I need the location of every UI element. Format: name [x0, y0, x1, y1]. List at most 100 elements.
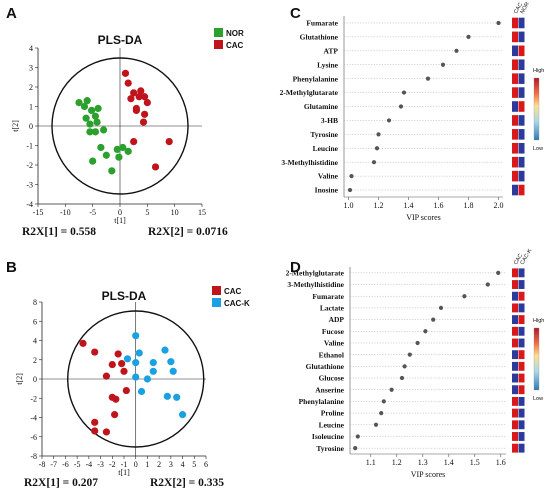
vip-point	[373, 422, 379, 427]
data-point-nor	[86, 128, 94, 136]
heatmap-cell	[518, 396, 525, 406]
heatmap-cell	[518, 361, 525, 371]
heatmap-cell	[512, 73, 518, 84]
metabolite-label: Isoleucine	[312, 432, 345, 441]
vip-point	[407, 352, 412, 357]
heatmap-cell	[518, 142, 525, 154]
data-point-cac	[135, 93, 143, 101]
heatmap-header: CAC	[513, 253, 524, 266]
data-point-nor	[82, 114, 90, 122]
vip-point	[415, 340, 420, 346]
heatmap-cell	[512, 17, 518, 29]
heatmap-cell	[512, 303, 518, 313]
metabolite-label: ADP	[329, 315, 345, 324]
x-tick-label: 1.4	[404, 201, 414, 210]
heatmap-cell	[512, 268, 518, 278]
heatmap-cell	[512, 408, 518, 418]
data-point-nor	[80, 102, 89, 111]
metabolite-label: Glutathione	[300, 32, 339, 41]
data-point-cac	[137, 87, 145, 95]
x-tick-label: 1.1	[366, 458, 376, 467]
y-axis-label: t[2]	[11, 120, 20, 132]
x-tick-label: 1.6	[496, 458, 506, 467]
data-point-cac-k	[137, 387, 146, 396]
heatmap-cell	[518, 443, 525, 453]
vip-point	[431, 317, 436, 322]
metabolite-label: 3-HB	[321, 116, 338, 125]
legend-swatch-cac	[214, 40, 223, 49]
heatmap-cell	[512, 87, 518, 98]
data-point-nor	[87, 106, 96, 114]
panel-d-scale-high: High	[533, 318, 544, 324]
x-tick-label: 3	[169, 460, 173, 469]
data-point-cac-k	[132, 373, 140, 381]
data-point-nor	[124, 147, 132, 155]
data-point-nor	[100, 126, 108, 134]
data-point-nor	[93, 118, 101, 126]
x-tick-label: 2.0	[494, 201, 504, 210]
heatmap-header: NOR	[520, 1, 531, 15]
heatmap-cell	[518, 408, 525, 418]
heatmap-cell	[512, 115, 518, 126]
heatmap-header: CAC	[513, 2, 524, 15]
data-point-cac	[108, 360, 116, 369]
metabolite-label: Valine	[318, 172, 339, 181]
hotelling-ellipse	[51, 57, 189, 195]
heatmap-cell	[512, 156, 518, 168]
vip-point	[462, 294, 467, 299]
vip-point	[379, 410, 384, 416]
vip-point	[389, 387, 394, 392]
data-point-cac	[120, 367, 128, 375]
y-tick-label: 0	[29, 122, 33, 131]
hotelling-ellipse	[67, 310, 205, 448]
heatmap-cell	[512, 443, 518, 453]
metabolite-label: Inosine	[315, 186, 339, 195]
y-tick-label: -2	[26, 161, 33, 170]
x-tick-label: -8	[39, 460, 46, 469]
x-tick-label: 1.2	[374, 201, 384, 210]
vip-point	[423, 329, 428, 334]
panel-d-color-scale: High Low	[533, 318, 544, 402]
data-point-cac-k	[178, 411, 187, 419]
panel-b-scatter: PLS-DA-8 -7 -6 -5 -4 -3 -2 -1 0 1 2 3 4 5 6-8-6-4-2024…	[15, 286, 250, 477]
data-point-cac-k	[173, 393, 181, 401]
metabolite-label: Fumarate	[312, 292, 344, 301]
data-point-cac-k	[149, 367, 157, 375]
panel-b-r2x2: R2X[2] = 0.335	[150, 477, 224, 489]
panel-d-scale-low: Low	[533, 396, 543, 402]
x-tick-label: 10	[171, 208, 179, 217]
heatmap-cell	[512, 59, 518, 71]
data-point-cac	[118, 360, 126, 368]
x-tick-label: 0	[118, 208, 122, 217]
x-tick-label: -4	[86, 460, 93, 469]
heatmap-cell	[518, 31, 525, 43]
x-tick-label: 15	[198, 208, 206, 217]
heatmap-cell	[512, 396, 518, 406]
data-point-cac	[130, 138, 138, 146]
data-point-cac-k	[132, 332, 140, 340]
legend-label-cac-k: CAC-K	[224, 299, 250, 308]
x-tick-label: -1	[121, 460, 128, 469]
metabolite-label: 3-Methylhistidine	[281, 158, 338, 167]
vip-point	[347, 187, 353, 193]
heatmap-cell	[512, 291, 518, 301]
heatmap-cell	[518, 73, 525, 84]
x-tick-label: 5	[192, 460, 196, 469]
data-point-cac	[151, 163, 160, 171]
data-point-cac-k	[132, 359, 140, 367]
heatmap-cell	[518, 115, 525, 126]
heatmap-cell	[518, 280, 525, 289]
data-point-cac	[91, 348, 99, 356]
vip-point	[376, 132, 381, 137]
panel-label-d: D	[290, 259, 301, 276]
x-tick-label: -15	[33, 208, 44, 217]
heatmap-cell	[518, 45, 525, 57]
data-point-cac	[165, 138, 173, 146]
vip-point	[371, 160, 377, 165]
heatmap-cell	[512, 129, 518, 140]
vip-point	[496, 20, 501, 26]
heatmap-cell	[518, 129, 525, 140]
heatmap-cell	[512, 373, 518, 383]
y-tick-label: -3	[26, 181, 33, 190]
